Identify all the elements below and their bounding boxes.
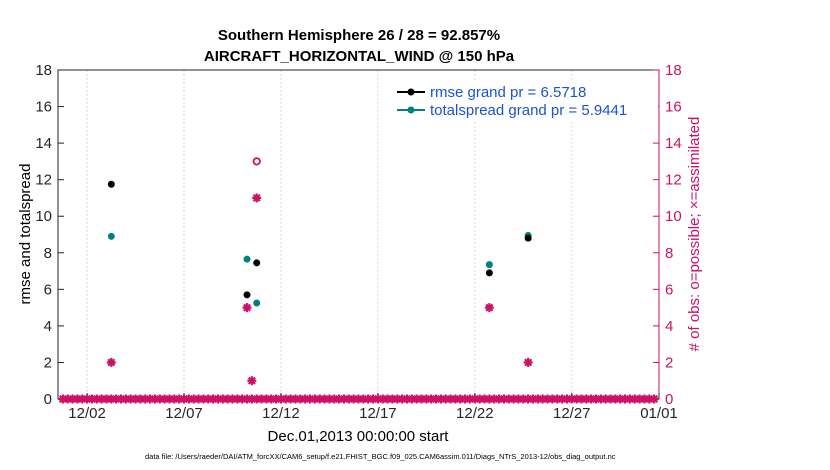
possible-marker bbox=[252, 157, 261, 166]
rmse-point bbox=[485, 269, 493, 277]
x-tick-label: 12/17 bbox=[359, 405, 397, 422]
x-tick-label: 12/02 bbox=[68, 405, 106, 422]
x-axis-label: Dec.01,2013 00:00:00 start bbox=[268, 428, 450, 445]
y-right-tick-label: 6 bbox=[665, 281, 673, 298]
left-axis: 0 2 4 6 8 10 12 14 16 18 bbox=[35, 62, 64, 408]
x-tick-label: 12/12 bbox=[262, 405, 300, 422]
right-axis: 0 2 4 6 8 10 12 14 16 18 bbox=[653, 62, 682, 408]
assimilated-marker bbox=[523, 357, 533, 367]
legend: rmse grand pr = 6.5718 totalspread grand… bbox=[394, 80, 658, 120]
y-right-tick-label: 2 bbox=[665, 354, 673, 371]
y-tick-label: 8 bbox=[44, 245, 52, 262]
y-tick-label: 16 bbox=[35, 99, 52, 116]
totalspread-point bbox=[253, 299, 261, 307]
y-right-tick-label: 4 bbox=[665, 318, 673, 335]
assimilated-marker bbox=[106, 357, 116, 367]
y-tick-label: 14 bbox=[35, 135, 52, 152]
y-tick-label: 0 bbox=[44, 391, 52, 408]
totalspread-point bbox=[243, 255, 251, 263]
x-tick-label: 01/01 bbox=[640, 405, 678, 422]
totalspread-point bbox=[107, 232, 115, 240]
legend-marker-rmse bbox=[407, 88, 415, 96]
y-axis-label-right: # of obs: o=possible; ×=assimilated bbox=[686, 117, 703, 352]
chart-title: Southern Hemisphere 26 / 28 = 92.857% bbox=[218, 27, 500, 44]
footer-file-path: data file: /Users/raeder/DAI/ATM_forcXX/… bbox=[145, 452, 616, 461]
rmse-point bbox=[243, 291, 251, 299]
y-right-tick-label: 10 bbox=[665, 208, 682, 225]
y-right-tick-label: 14 bbox=[665, 135, 682, 152]
zero-obs-marker bbox=[649, 394, 659, 404]
y-right-tick-label: 18 bbox=[665, 62, 682, 79]
y-right-tick-label: 16 bbox=[665, 99, 682, 116]
legend-box bbox=[394, 80, 658, 120]
y-tick-label: 12 bbox=[35, 172, 52, 189]
y-right-tick-label: 0 bbox=[665, 391, 673, 408]
assimilated-marker bbox=[247, 376, 257, 386]
y-tick-label: 2 bbox=[44, 354, 52, 371]
x-tick-label: 12/22 bbox=[456, 405, 494, 422]
y-tick-label: 10 bbox=[35, 208, 52, 225]
y-tick-label: 4 bbox=[44, 318, 52, 335]
y-right-tick-label: 12 bbox=[665, 172, 682, 189]
data-marks bbox=[58, 157, 659, 404]
chart-subtitle: AIRCRAFT_HORIZONTAL_WIND @ 150 hPa bbox=[204, 48, 515, 65]
y-tick-label: 18 bbox=[35, 62, 52, 79]
totalspread-point bbox=[485, 261, 493, 269]
assimilated-marker bbox=[252, 193, 262, 203]
x-tick-label: 12/07 bbox=[165, 405, 203, 422]
rmse-point bbox=[253, 259, 261, 267]
y-tick-label: 6 bbox=[44, 281, 52, 298]
rmse-point bbox=[107, 180, 115, 188]
x-axis: 12/02 12/07 12/12 12/17 12/22 12/27 01/01 bbox=[68, 393, 678, 422]
x-tick-label: 12/27 bbox=[553, 405, 591, 422]
legend-marker-totalspread bbox=[407, 106, 415, 114]
legend-label-totalspread: totalspread grand pr = 5.9441 bbox=[430, 102, 627, 119]
y-axis-label-left: rmse and totalspread bbox=[17, 164, 34, 305]
assimilated-marker bbox=[484, 303, 494, 313]
rmse-point bbox=[524, 234, 532, 242]
y-right-tick-label: 8 bbox=[665, 245, 673, 262]
assimilated-marker bbox=[242, 303, 252, 313]
legend-label-rmse: rmse grand pr = 6.5718 bbox=[430, 84, 586, 101]
